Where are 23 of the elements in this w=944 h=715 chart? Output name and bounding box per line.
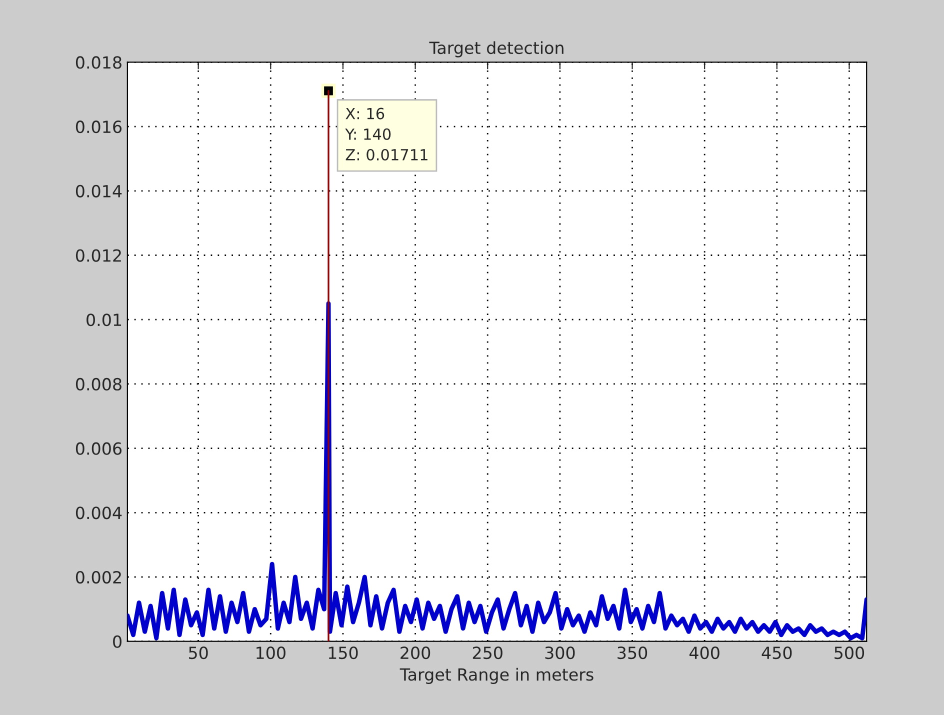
annotation: X: 16 Y: 140 Z: 0.01711 <box>345 108 428 161</box>
y-tick-label: 0.004 <box>76 506 122 520</box>
x-tick-label: 500 <box>834 646 864 660</box>
x-tick-label: 400 <box>689 646 720 660</box>
y-tick-label: 0.014 <box>76 184 122 198</box>
y-tick-label: 0 <box>113 635 122 648</box>
y-tick-label: 0.006 <box>76 442 122 455</box>
x-tick-label: 250 <box>472 646 502 660</box>
y-tick-label: 0.016 <box>76 120 122 134</box>
chart-title: Target detection <box>429 41 564 58</box>
y-tick-label: 0.008 <box>76 378 122 391</box>
y-tick-label: 0.01 <box>86 314 122 326</box>
x-tick-label: 300 <box>545 646 575 660</box>
x-tick-label: 350 <box>618 646 648 660</box>
y-tick-label: 0.002 <box>76 570 121 584</box>
x-tick-label: 150 <box>328 646 358 660</box>
x-tick-label: 200 <box>400 646 430 660</box>
y-tick-label: 0.012 <box>76 249 121 262</box>
x-tick-label: 100 <box>256 646 286 660</box>
x-tick-label: 450 <box>762 646 792 660</box>
y-tick-label: 0.018 <box>76 56 122 69</box>
x-axis-title: Target Range in meters <box>400 668 594 684</box>
x-tick-label: 50 <box>189 646 208 660</box>
